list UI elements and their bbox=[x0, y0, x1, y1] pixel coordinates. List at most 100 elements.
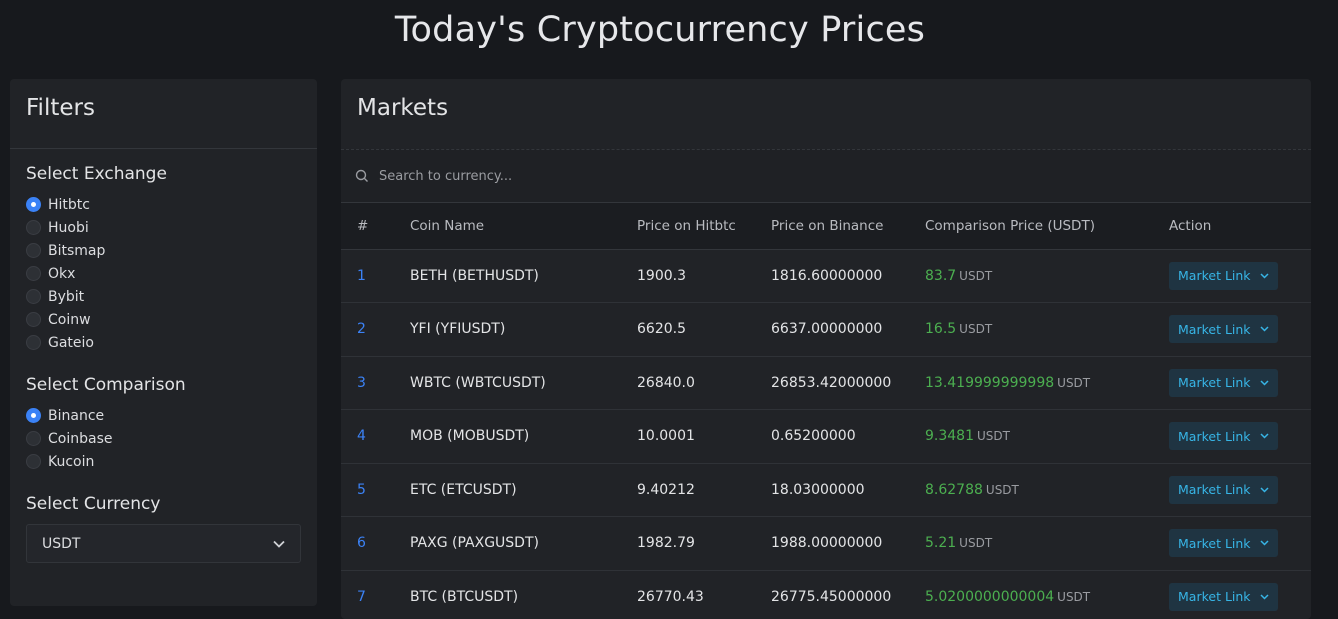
comparison-option-label: Binance bbox=[48, 407, 105, 424]
col-header-comparison-price[interactable]: Comparison Price (USDT) bbox=[925, 203, 1169, 250]
price-hitbtc-cell: 26770.43 bbox=[637, 570, 771, 619]
market-link-button[interactable]: Market Link bbox=[1169, 475, 1278, 504]
market-link-label: Market Link bbox=[1178, 589, 1251, 605]
comparison-price-unit: USDT bbox=[1057, 589, 1091, 604]
row-index-link[interactable]: 2 bbox=[357, 321, 366, 338]
comparison-section-title: Select Comparison bbox=[26, 375, 186, 395]
comparison-price-unit: USDT bbox=[959, 268, 993, 283]
comparison-price-cell: 9.3481 USDT bbox=[925, 409, 1169, 464]
filters-panel: Filters Select Exchange Hitbtc Huobi Bitsm… bbox=[10, 79, 317, 606]
action-cell: Market Link bbox=[1169, 409, 1311, 464]
coin-name-cell: BTC (BTCUSDT) bbox=[410, 570, 637, 619]
market-link-button[interactable]: Market Link bbox=[1169, 422, 1278, 451]
comparison-price-value: 5.21 bbox=[925, 535, 957, 552]
price-binance-cell: 0.65200000 bbox=[771, 409, 925, 464]
exchange-radio[interactable] bbox=[26, 243, 41, 258]
table-row: 4 MOB (MOBUSDT) 10.0001 0.65200000 9.3481 USD… bbox=[341, 409, 1311, 464]
exchange-radio[interactable] bbox=[26, 220, 41, 235]
table-row: 2 YFI (YFIUSDT) 6620.5 6637.00000000 16.5 USD… bbox=[341, 302, 1311, 357]
market-link-label: Market Link bbox=[1178, 428, 1251, 444]
table-row: 7 BTC (BTCUSDT) 26770.43 26775.45000000 5.02… bbox=[341, 570, 1311, 619]
action-cell: Market Link bbox=[1169, 356, 1311, 410]
col-header-price-hitbtc[interactable]: Price on Hitbtc bbox=[637, 203, 771, 250]
price-binance-cell: 18.03000000 bbox=[771, 463, 925, 517]
col-header-index[interactable]: # bbox=[341, 203, 410, 250]
markets-table: # Coin Name Price on Hitbtc Price on Bin… bbox=[341, 203, 1311, 619]
comparison-price-value: 16.5 bbox=[925, 321, 957, 338]
market-link-label: Market Link bbox=[1178, 375, 1251, 391]
price-binance-cell: 26775.45000000 bbox=[771, 570, 925, 619]
row-index-cell: 2 bbox=[341, 302, 410, 357]
comparison-price-value: 13.419999999998 bbox=[925, 374, 1055, 391]
exchange-radio[interactable] bbox=[26, 335, 41, 350]
price-binance-cell: 1816.60000000 bbox=[771, 249, 925, 303]
row-index-link[interactable]: 3 bbox=[357, 374, 366, 391]
market-link-label: Market Link bbox=[1178, 535, 1251, 551]
market-link-button[interactable]: Market Link bbox=[1169, 368, 1278, 397]
market-link-label: Market Link bbox=[1178, 482, 1251, 498]
row-index-link[interactable]: 6 bbox=[357, 535, 366, 552]
price-hitbtc-cell: 9.40212 bbox=[637, 463, 771, 517]
exchange-option-label: Coinw bbox=[48, 311, 91, 328]
search-icon bbox=[355, 169, 368, 182]
col-header-coin-name[interactable]: Coin Name bbox=[410, 203, 637, 250]
exchange-option-label: Bitsmap bbox=[48, 242, 106, 259]
row-index-cell: 5 bbox=[341, 463, 410, 517]
markets-title: Markets bbox=[357, 95, 449, 121]
chevron-down-icon bbox=[1260, 594, 1269, 600]
search-bar bbox=[341, 149, 1311, 203]
comparison-price-cell: 83.7 USDT bbox=[925, 249, 1169, 303]
coin-name-cell: ETC (ETCUSDT) bbox=[410, 463, 637, 517]
row-index-link[interactable]: 1 bbox=[357, 267, 366, 284]
coin-name-cell: YFI (YFIUSDT) bbox=[410, 302, 637, 357]
price-binance-cell: 6637.00000000 bbox=[771, 302, 925, 357]
chevron-down-icon bbox=[1260, 487, 1269, 493]
market-link-button[interactable]: Market Link bbox=[1169, 261, 1278, 290]
row-index-link[interactable]: 4 bbox=[357, 428, 366, 445]
comparison-radio[interactable] bbox=[26, 408, 41, 423]
exchange-radio[interactable] bbox=[26, 289, 41, 304]
exchange-option-bitsmap[interactable]: Bitsmap bbox=[10, 239, 317, 262]
row-index-cell: 4 bbox=[341, 409, 410, 464]
exchange-option-label: Huobi bbox=[48, 219, 89, 236]
market-link-label: Market Link bbox=[1178, 321, 1251, 337]
row-index-link[interactable]: 7 bbox=[357, 588, 366, 605]
search-input[interactable] bbox=[379, 168, 779, 184]
market-link-button[interactable]: Market Link bbox=[1169, 582, 1278, 611]
exchange-option-coinw[interactable]: Coinw bbox=[10, 308, 317, 331]
exchange-option-okx[interactable]: Okx bbox=[10, 262, 317, 285]
comparison-option-coinbase[interactable]: Coinbase bbox=[10, 427, 317, 450]
table-header-row: # Coin Name Price on Hitbtc Price on Bin… bbox=[341, 203, 1311, 250]
row-index-cell: 1 bbox=[341, 249, 410, 303]
markets-panel: Markets # Coin Name Price on Hitbtc Pric… bbox=[341, 79, 1311, 619]
comparison-option-label: Kucoin bbox=[48, 453, 95, 470]
comparison-price-cell: 16.5 USDT bbox=[925, 302, 1169, 357]
row-index-cell: 6 bbox=[341, 516, 410, 571]
comparison-option-kucoin[interactable]: Kucoin bbox=[10, 450, 317, 473]
action-cell: Market Link bbox=[1169, 516, 1311, 571]
row-index-cell: 3 bbox=[341, 356, 410, 410]
exchange-radio[interactable] bbox=[26, 266, 41, 281]
exchange-option-label: Gateio bbox=[48, 334, 94, 351]
market-link-button[interactable]: Market Link bbox=[1169, 529, 1278, 558]
comparison-radio[interactable] bbox=[26, 454, 41, 469]
exchange-option-huobi[interactable]: Huobi bbox=[10, 216, 317, 239]
exchange-option-gateio[interactable]: Gateio bbox=[10, 331, 317, 354]
exchange-radio[interactable] bbox=[26, 197, 41, 212]
exchange-radio[interactable] bbox=[26, 312, 41, 327]
comparison-price-cell: 8.62788 USDT bbox=[925, 463, 1169, 517]
row-index-cell: 7 bbox=[341, 570, 410, 619]
currency-select[interactable]: USDT bbox=[26, 524, 301, 563]
comparison-option-binance[interactable]: Binance bbox=[10, 404, 317, 427]
market-link-button[interactable]: Market Link bbox=[1169, 315, 1278, 344]
price-binance-cell: 1988.00000000 bbox=[771, 516, 925, 571]
market-link-label: Market Link bbox=[1178, 268, 1251, 284]
exchange-option-label: Hitbtc bbox=[48, 196, 90, 213]
exchange-option-hitbtc[interactable]: Hitbtc bbox=[10, 193, 317, 216]
comparison-price-unit: USDT bbox=[977, 429, 1010, 444]
col-header-price-binance[interactable]: Price on Binance bbox=[771, 203, 925, 250]
exchange-option-bybit[interactable]: Bybit bbox=[10, 285, 317, 308]
row-index-link[interactable]: 5 bbox=[357, 481, 366, 498]
chevron-down-icon bbox=[1260, 380, 1269, 386]
comparison-radio[interactable] bbox=[26, 431, 41, 446]
